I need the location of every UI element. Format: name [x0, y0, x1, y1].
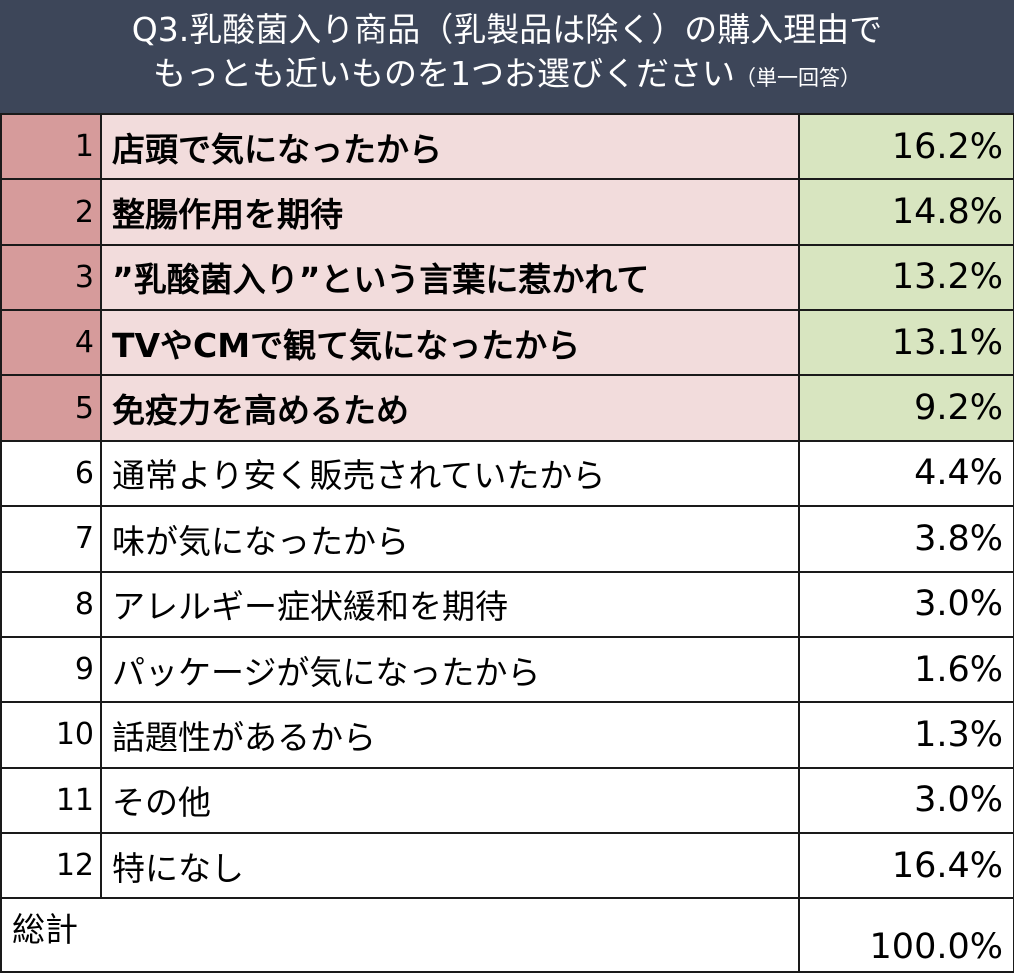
reason-cell: 通常より安く販売されていたから [100, 439, 800, 508]
result-row: 11 その他 3.0% [0, 766, 1014, 834]
question-title-line-2: もっとも近いものを1つお選びください（単一回答） [0, 52, 1014, 100]
result-row: 5 免疫力を高めるため 9.2% [0, 374, 1014, 442]
rank-cell: 3 [0, 243, 102, 312]
results-grid: 1 店頭で気になったから 16.2% 2 整腸作用を期待 14.8% 3 ”乳酸菌入り”という… [0, 112, 1014, 973]
rank-cell: 7 [0, 505, 102, 573]
reason-cell: 味が気になったから [100, 505, 800, 573]
total-label: 総計 [0, 897, 800, 973]
result-row: 1 店頭で気になったから 16.2% [0, 112, 1014, 181]
rank-cell: 4 [0, 309, 102, 377]
percentage-cell: 1.3% [798, 701, 1014, 769]
rank-cell: 2 [0, 178, 102, 246]
rank-cell: 1 [0, 112, 102, 181]
reason-cell: アレルギー症状緩和を期待 [100, 570, 800, 638]
percentage-cell: 3.0% [798, 766, 1014, 834]
results-grid-body: 1 店頭で気になったから 16.2% 2 整腸作用を期待 14.8% 3 ”乳酸菌入り”という… [0, 112, 1014, 973]
percentage-cell: 16.4% [798, 831, 1014, 900]
reason-cell: 店頭で気になったから [100, 112, 800, 181]
rank-cell: 10 [0, 701, 102, 769]
result-row: 10 話題性があるから 1.3% [0, 701, 1014, 769]
question-title-text: もっとも近いものを1つお選びください [153, 54, 735, 93]
rank-cell: 6 [0, 439, 102, 508]
result-row: 7 味が気になったから 3.8% [0, 505, 1014, 573]
answer-type-note: （単一回答） [735, 66, 861, 90]
result-row: 4 TVやCMで観て気になったから 13.1% [0, 309, 1014, 377]
percentage-cell: 3.0% [798, 570, 1014, 638]
reason-cell: 話題性があるから [100, 701, 800, 769]
rank-cell: 8 [0, 570, 102, 638]
result-row: 12 特になし 16.4% [0, 831, 1014, 900]
result-row: 2 整腸作用を期待 14.8% [0, 178, 1014, 246]
rank-cell: 9 [0, 635, 102, 704]
percentage-cell: 14.8% [798, 178, 1014, 246]
result-row: 8 アレルギー症状緩和を期待 3.0% [0, 570, 1014, 638]
reason-cell: 免疫力を高めるため [100, 374, 800, 442]
percentage-cell: 1.6% [798, 635, 1014, 704]
rank-cell: 11 [0, 766, 102, 834]
reason-cell: その他 [100, 766, 800, 834]
reason-cell: ”乳酸菌入り”という言葉に惹かれて [100, 243, 800, 312]
question-title-line-1: Q3.乳酸菌入り商品（乳製品は除く）の購入理由で [131, 10, 883, 49]
percentage-cell: 4.4% [798, 439, 1014, 508]
result-row: 6 通常より安く販売されていたから 4.4% [0, 439, 1014, 508]
result-row: 3 ”乳酸菌入り”という言葉に惹かれて 13.2% [0, 243, 1014, 312]
result-row: 9 パッケージが気になったから 1.6% [0, 635, 1014, 704]
rank-cell: 12 [0, 831, 102, 900]
rank-cell: 5 [0, 374, 102, 442]
percentage-cell: 9.2% [798, 374, 1014, 442]
reason-cell: TVやCMで観て気になったから [100, 309, 800, 377]
reason-cell: 特になし [100, 831, 800, 900]
percentage-cell: 3.8% [798, 505, 1014, 573]
reason-cell: 整腸作用を期待 [100, 178, 800, 246]
percentage-cell: 13.2% [798, 243, 1014, 312]
question-header: Q3.乳酸菌入り商品（乳製品は除く）の購入理由で もっとも近いものを1つお選びく… [0, 0, 1014, 113]
total-value: 100.0% [798, 897, 1014, 973]
reason-cell: パッケージが気になったから [100, 635, 800, 704]
percentage-cell: 16.2% [798, 112, 1014, 181]
percentage-cell: 13.1% [798, 309, 1014, 377]
total-row: 総計 100.0% [0, 897, 1014, 973]
